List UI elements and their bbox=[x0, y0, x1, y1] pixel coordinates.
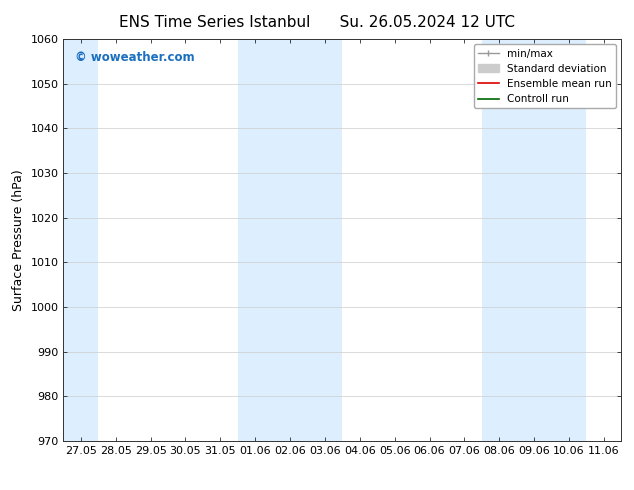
Bar bbox=[63, 39, 98, 441]
Bar bbox=[482, 39, 586, 441]
Bar bbox=[238, 39, 342, 441]
Text: ENS Time Series Istanbul      Su. 26.05.2024 12 UTC: ENS Time Series Istanbul Su. 26.05.2024 … bbox=[119, 15, 515, 30]
Legend: min/max, Standard deviation, Ensemble mean run, Controll run: min/max, Standard deviation, Ensemble me… bbox=[474, 45, 616, 108]
Text: © woweather.com: © woweather.com bbox=[75, 51, 194, 64]
Y-axis label: Surface Pressure (hPa): Surface Pressure (hPa) bbox=[12, 169, 25, 311]
